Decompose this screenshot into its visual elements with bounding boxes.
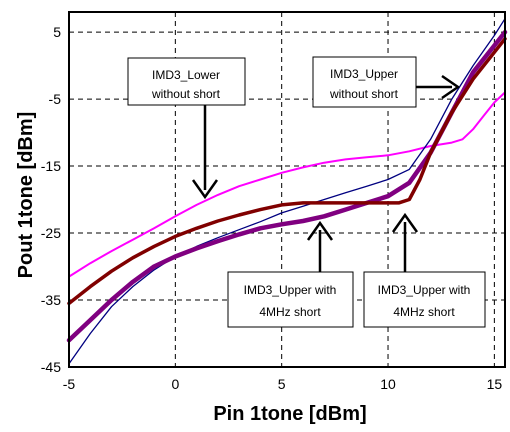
annotation-line-2: without short bbox=[329, 87, 399, 101]
x-tick-label: 0 bbox=[171, 376, 179, 392]
y-tick-label: -25 bbox=[41, 225, 61, 241]
annotation-imd3-lower-without-short: IMD3_Lower without short bbox=[127, 57, 246, 200]
annotation-imd3-upper-with-4mhz-short-b: IMD3_Upper with 4MHz short bbox=[363, 212, 486, 328]
x-tick-label: 5 bbox=[278, 376, 286, 392]
annotation-box bbox=[127, 57, 246, 106]
annotation-line-2: 4MHz short bbox=[259, 305, 321, 319]
y-tick-label: -35 bbox=[41, 292, 61, 308]
x-tick-label: 15 bbox=[487, 376, 503, 392]
annotation-arrowhead bbox=[391, 212, 419, 233]
annotation-line-1: IMD3_Upper with bbox=[244, 283, 337, 297]
y-tick-label: 5 bbox=[53, 24, 61, 40]
series-group bbox=[66, 18, 508, 365]
annotation-line-2: 4MHz short bbox=[393, 305, 455, 319]
x-tick-label: -5 bbox=[63, 376, 76, 392]
annotation-imd3-upper-without-short: IMD3_Upper without short bbox=[312, 56, 461, 108]
annotation-box bbox=[227, 271, 354, 328]
annotation-line-1: IMD3_Upper bbox=[330, 67, 398, 81]
series-line-1 bbox=[68, 91, 506, 278]
annotation-imd3-upper-with-4mhz-short-a: IMD3_Upper with 4MHz short bbox=[227, 220, 354, 328]
annotation-box bbox=[363, 271, 486, 328]
y-tick-label: -45 bbox=[41, 359, 61, 375]
annotation-arrowhead bbox=[191, 179, 219, 200]
plot-frame bbox=[68, 11, 506, 368]
x-tick-label: 10 bbox=[380, 376, 396, 392]
annotation-line-2: without short bbox=[151, 87, 221, 101]
annotation-line-1: IMD3_Lower bbox=[152, 68, 220, 82]
annotation-arrowhead bbox=[306, 220, 334, 241]
y-tick-label: -15 bbox=[41, 158, 61, 174]
annotation-box bbox=[312, 56, 417, 108]
tick-labels: -5 0 5 10 15 5 -5 -15 -25 -35 -45 bbox=[41, 24, 503, 392]
y-axis-title: Pout 1tone [dBm] bbox=[15, 112, 37, 279]
x-axis-title: Pin 1tone [dBm] bbox=[213, 403, 366, 425]
annotation-arrowhead bbox=[441, 74, 461, 100]
series-line-4 bbox=[67, 37, 507, 306]
annotation-line-1: IMD3_Upper with bbox=[378, 283, 471, 297]
y-tick-label: -5 bbox=[49, 91, 62, 107]
series-line-2 bbox=[68, 18, 506, 365]
